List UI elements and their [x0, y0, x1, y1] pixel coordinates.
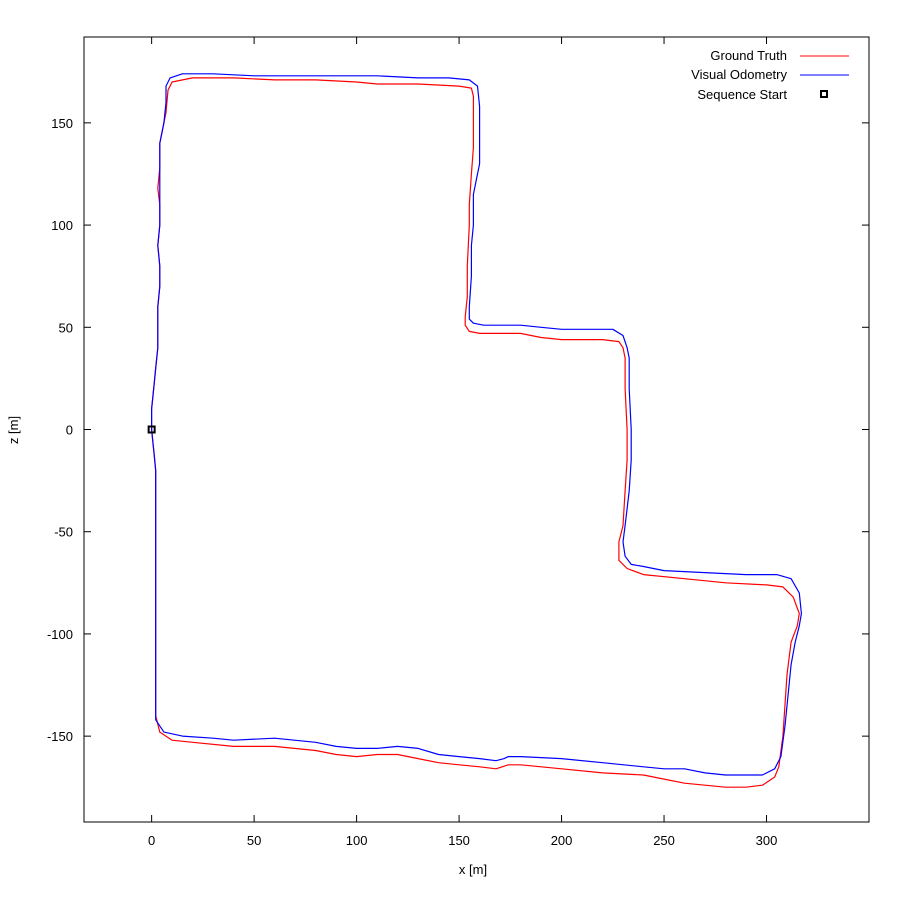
y-tick-label: -100 — [47, 627, 73, 642]
legend: Ground Truth Visual Odometry Sequence St… — [691, 48, 849, 102]
x-tick-label: 0 — [148, 833, 155, 848]
legend-label-ground-truth: Ground Truth — [710, 48, 787, 63]
y-tick-label: 100 — [51, 218, 73, 233]
x-tick-label: 200 — [551, 833, 573, 848]
y-tick-label: -50 — [54, 525, 73, 540]
sequence-start-marker — [147, 425, 156, 434]
series-line-ground-truth — [151, 77, 800, 788]
x-tick-label: 100 — [346, 833, 368, 848]
y-tick-label: 0 — [66, 423, 73, 438]
legend-label-sequence-start: Sequence Start — [697, 87, 787, 102]
series-layer — [147, 73, 802, 788]
y-tick-label: -150 — [47, 729, 73, 744]
x-tick-label: 300 — [756, 833, 778, 848]
y-axis-label: z [m] — [6, 416, 21, 444]
legend-marker-sequence-start — [820, 90, 828, 98]
ticks-layer: 0 50 100 150 200 250 300 -150 -100 -50 0 50 100 150 — [47, 37, 869, 848]
x-axis-label: x [m] — [459, 862, 487, 877]
y-tick-label: 150 — [51, 116, 73, 131]
x-tick-label: 250 — [653, 833, 675, 848]
y-tick-label: 50 — [59, 320, 73, 335]
x-tick-label: 150 — [448, 833, 470, 848]
plot-frame — [83, 36, 870, 823]
legend-label-visual-odometry: Visual Odometry — [691, 67, 787, 82]
x-tick-label: 50 — [247, 833, 261, 848]
series-line-visual-odometry — [151, 73, 802, 776]
